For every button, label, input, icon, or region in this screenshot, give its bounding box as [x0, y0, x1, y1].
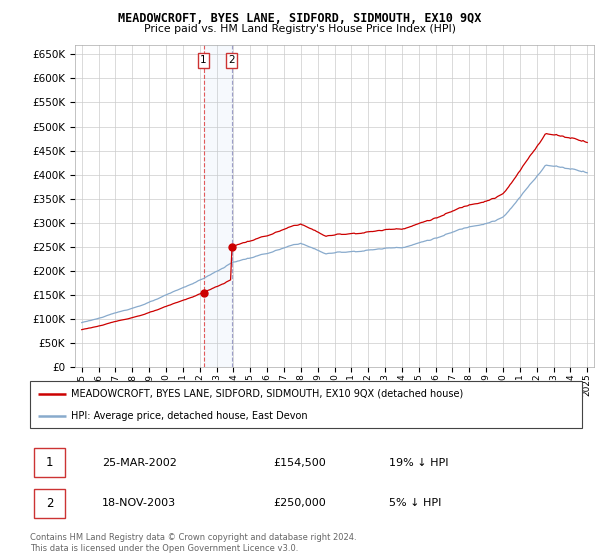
Text: 19% ↓ HPI: 19% ↓ HPI	[389, 458, 448, 468]
Text: MEADOWCROFT, BYES LANE, SIDFORD, SIDMOUTH, EX10 9QX: MEADOWCROFT, BYES LANE, SIDFORD, SIDMOUT…	[118, 12, 482, 25]
FancyBboxPatch shape	[34, 488, 65, 518]
FancyBboxPatch shape	[34, 448, 65, 478]
Text: 2: 2	[46, 497, 53, 510]
Text: HPI: Average price, detached house, East Devon: HPI: Average price, detached house, East…	[71, 410, 308, 421]
Text: £250,000: £250,000	[273, 498, 326, 508]
Text: Contains HM Land Registry data © Crown copyright and database right 2024.
This d: Contains HM Land Registry data © Crown c…	[30, 533, 356, 553]
Text: 18-NOV-2003: 18-NOV-2003	[102, 498, 176, 508]
Text: 1: 1	[46, 456, 53, 469]
Bar	[203, 45, 232, 367]
Text: Price paid vs. HM Land Registry's House Price Index (HPI): Price paid vs. HM Land Registry's House …	[144, 24, 456, 34]
Text: £154,500: £154,500	[273, 458, 326, 468]
Text: 5% ↓ HPI: 5% ↓ HPI	[389, 498, 441, 508]
FancyBboxPatch shape	[30, 381, 582, 428]
Text: 1: 1	[200, 55, 207, 65]
Text: 2: 2	[228, 55, 235, 65]
Text: 25-MAR-2002: 25-MAR-2002	[102, 458, 176, 468]
Text: MEADOWCROFT, BYES LANE, SIDFORD, SIDMOUTH, EX10 9QX (detached house): MEADOWCROFT, BYES LANE, SIDFORD, SIDMOUT…	[71, 389, 464, 399]
